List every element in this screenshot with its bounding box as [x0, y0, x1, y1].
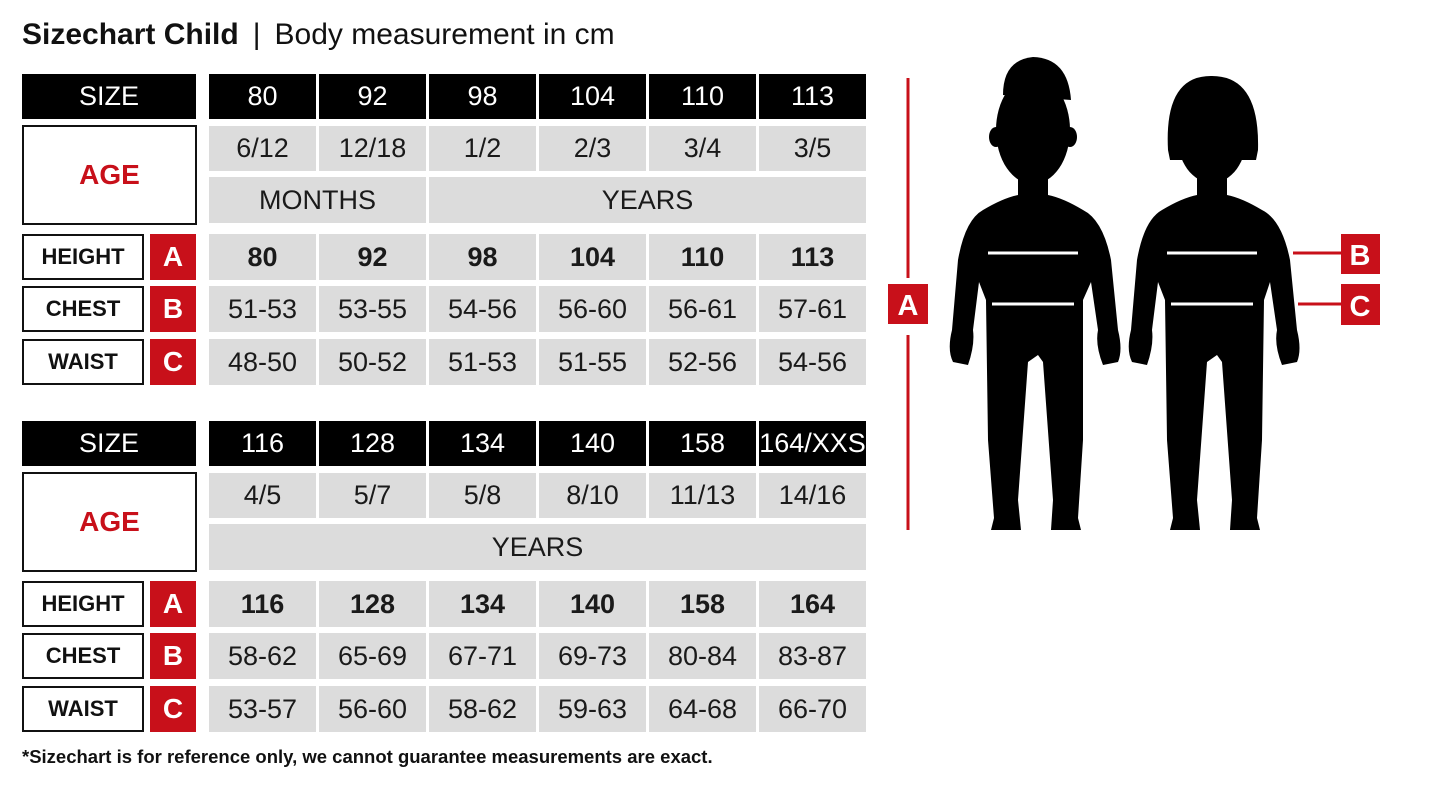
title-separator: |	[252, 18, 261, 51]
age-cell: 5/8	[429, 473, 536, 518]
waist-letter: C	[150, 339, 196, 385]
age-cell: 14/16	[759, 473, 866, 518]
waist-cell: 58-62	[429, 686, 536, 732]
waist-cell: 51-55	[539, 339, 646, 385]
age-cell: 11/13	[649, 473, 756, 518]
waist-cell: 48-50	[209, 339, 316, 385]
chest-cell: 69-73	[539, 633, 646, 679]
footnote: *Sizechart is for reference only, we can…	[22, 746, 713, 767]
waist-label: WAIST	[22, 686, 144, 732]
title-main: Sizechart Child	[22, 18, 239, 51]
chest-cell: 56-60	[539, 286, 646, 332]
height-cell: 164	[759, 581, 866, 627]
height-marker: A	[898, 290, 919, 322]
size-header-cell: 113	[759, 74, 866, 119]
size-header-cell: 128	[319, 421, 426, 466]
age-label: AGE	[22, 472, 197, 572]
waist-cell: 53-57	[209, 686, 316, 732]
age-cell: 1/2	[429, 126, 536, 171]
size-header-cell: 158	[649, 421, 756, 466]
size-header-cell: 134	[429, 421, 536, 466]
chest-cell: 57-61	[759, 286, 866, 332]
size-label: SIZE	[22, 421, 196, 466]
girl-silhouette	[1128, 75, 1300, 530]
height-letter: A	[150, 581, 196, 627]
age-cell: 3/4	[649, 126, 756, 171]
height-marker-box	[888, 284, 928, 324]
waist-cell: 66-70	[759, 686, 866, 732]
age-cell: 12/18	[319, 126, 426, 171]
waist-cell: 54-56	[759, 339, 866, 385]
size-label: SIZE	[22, 74, 196, 119]
height-cell: 116	[209, 581, 316, 627]
height-cell: 158	[649, 581, 756, 627]
height-cell: 140	[539, 581, 646, 627]
size-header-cell: 116	[209, 421, 316, 466]
size-header-cell: 80	[209, 74, 316, 119]
waist-label: WAIST	[22, 339, 144, 385]
height-label: HEIGHT	[22, 234, 144, 280]
chest-cell: 83-87	[759, 633, 866, 679]
age-unit-cell: YEARS	[209, 524, 866, 570]
waist-cell: 64-68	[649, 686, 756, 732]
age-cell: 5/7	[319, 473, 426, 518]
height-label: HEIGHT	[22, 581, 144, 627]
height-cell: 104	[539, 234, 646, 280]
age-cell: 2/3	[539, 126, 646, 171]
height-cell: 98	[429, 234, 536, 280]
chest-label: CHEST	[22, 286, 144, 332]
size-header-cell: 110	[649, 74, 756, 119]
waist-letter: C	[150, 686, 196, 732]
height-cell: 80	[209, 234, 316, 280]
age-cell: 6/12	[209, 126, 316, 171]
chest-cell: 80-84	[649, 633, 756, 679]
waist-cell: 52-56	[649, 339, 756, 385]
chest-cell: 53-55	[319, 286, 426, 332]
chest-cell: 54-56	[429, 286, 536, 332]
chest-cell: 65-69	[319, 633, 426, 679]
age-cell: 4/5	[209, 473, 316, 518]
chest-marker: B	[1350, 240, 1371, 272]
age-cell: 3/5	[759, 126, 866, 171]
size-header-cell: 140	[539, 421, 646, 466]
page-title: Sizechart Child | Body measurement in cm	[22, 18, 615, 52]
size-header-cell: 98	[429, 74, 536, 119]
chest-cell: 56-61	[649, 286, 756, 332]
height-cell: 113	[759, 234, 866, 280]
chest-label: CHEST	[22, 633, 144, 679]
waist-marker-box	[1341, 284, 1380, 325]
chest-cell: 51-53	[209, 286, 316, 332]
height-cell: 128	[319, 581, 426, 627]
age-unit-cell: YEARS	[429, 177, 866, 223]
waist-cell: 51-53	[429, 339, 536, 385]
height-cell: 110	[649, 234, 756, 280]
age-label: AGE	[22, 125, 197, 225]
size-header-cell: 104	[539, 74, 646, 119]
title-subtitle: Body measurement in cm	[274, 18, 615, 51]
chest-letter: B	[150, 286, 196, 332]
waist-cell: 50-52	[319, 339, 426, 385]
waist-cell: 56-60	[319, 686, 426, 732]
height-cell: 92	[319, 234, 426, 280]
chest-cell: 67-71	[429, 633, 536, 679]
chest-letter: B	[150, 633, 196, 679]
waist-cell: 59-63	[539, 686, 646, 732]
height-letter: A	[150, 234, 196, 280]
age-unit-cell: MONTHS	[209, 177, 426, 223]
chest-marker-box	[1341, 234, 1380, 274]
age-cell: 8/10	[539, 473, 646, 518]
size-header-cell: 92	[319, 74, 426, 119]
boy-silhouette	[949, 57, 1121, 530]
size-header-cell: 164/XXS	[759, 421, 866, 466]
waist-marker: C	[1350, 291, 1371, 323]
chest-cell: 58-62	[209, 633, 316, 679]
height-cell: 134	[429, 581, 536, 627]
